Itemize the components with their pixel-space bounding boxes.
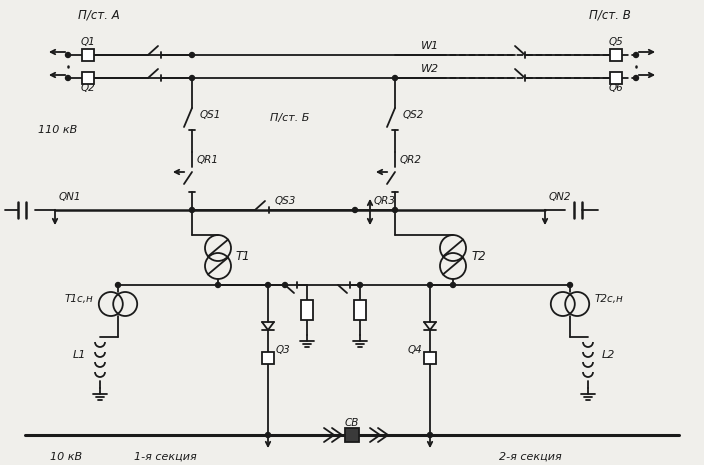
Text: T2с,н: T2с,н (595, 294, 624, 304)
Bar (354, 300, 366, 320)
Text: W1: W1 (421, 41, 439, 51)
Text: QR1: QR1 (197, 155, 219, 165)
Circle shape (427, 432, 432, 438)
Bar (345, 428, 359, 442)
Circle shape (427, 283, 432, 287)
Circle shape (215, 283, 220, 287)
Circle shape (282, 283, 287, 287)
Text: Q4: Q4 (407, 345, 422, 355)
Bar (82, 72, 94, 84)
Circle shape (358, 283, 363, 287)
Circle shape (634, 75, 639, 80)
Bar (262, 352, 274, 364)
Text: Q1: Q1 (81, 37, 95, 47)
Circle shape (189, 53, 194, 58)
Text: Q5: Q5 (609, 37, 623, 47)
Text: П/ст. Б: П/ст. Б (270, 113, 310, 123)
Text: Q6: Q6 (609, 83, 623, 93)
Bar (424, 352, 436, 364)
Bar (82, 49, 94, 61)
Text: W2: W2 (421, 64, 439, 74)
Text: 1-я секция: 1-я секция (134, 452, 196, 462)
Text: QN2: QN2 (549, 192, 572, 202)
Circle shape (567, 283, 572, 287)
Bar (610, 49, 622, 61)
Text: СВ: СВ (345, 418, 359, 428)
Text: T1: T1 (236, 251, 251, 264)
Circle shape (393, 207, 398, 213)
Circle shape (189, 207, 194, 213)
Circle shape (353, 207, 358, 213)
Text: QR2: QR2 (400, 155, 422, 165)
Text: QS2: QS2 (403, 110, 425, 120)
Text: QN1: QN1 (59, 192, 82, 202)
Text: T1с,н: T1с,н (64, 294, 93, 304)
Text: 110 кВ: 110 кВ (38, 125, 77, 135)
Circle shape (451, 283, 455, 287)
Circle shape (189, 75, 194, 80)
Text: QS3: QS3 (275, 196, 296, 206)
Circle shape (634, 53, 639, 58)
Circle shape (65, 75, 70, 80)
Text: 10 кВ: 10 кВ (50, 452, 82, 462)
Circle shape (265, 432, 270, 438)
Circle shape (265, 283, 270, 287)
Text: L1: L1 (73, 350, 86, 360)
Text: П/ст. А: П/ст. А (78, 8, 120, 21)
Circle shape (393, 75, 398, 80)
Circle shape (65, 53, 70, 58)
Bar (301, 300, 313, 320)
Text: QS1: QS1 (200, 110, 221, 120)
Text: 2-я секция: 2-я секция (498, 452, 561, 462)
Bar (610, 72, 622, 84)
Text: L2: L2 (602, 350, 615, 360)
Text: Q2: Q2 (81, 83, 95, 93)
Text: T2: T2 (471, 251, 486, 264)
Circle shape (115, 283, 120, 287)
Text: Q3: Q3 (276, 345, 291, 355)
Text: П/ст. В: П/ст. В (589, 8, 631, 21)
Text: QR3: QR3 (374, 196, 396, 206)
